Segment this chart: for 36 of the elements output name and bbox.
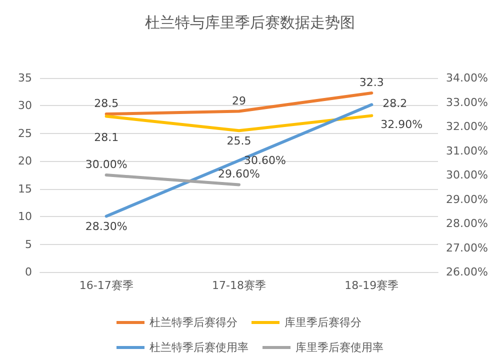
data-label: 28.1 xyxy=(94,131,119,144)
y2-tick-label: 31.00% xyxy=(446,144,488,158)
y-tick-label: 35 xyxy=(18,72,32,84)
data-label: 29.60% xyxy=(218,168,260,181)
x-tick-label: 16-17赛季 xyxy=(79,279,134,292)
x-tick-label: 17-18赛季 xyxy=(212,279,266,292)
legend-label: 库里季后赛得分 xyxy=(284,316,362,329)
data-label: 30.00% xyxy=(85,158,128,171)
legend-label: 杜兰特季后赛使用率 xyxy=(150,341,248,354)
chart-title: 杜兰特与库里季后赛数据走势图 xyxy=(145,14,355,32)
y-tick-label: 10 xyxy=(18,210,32,224)
y2-tick-label: 26.00% xyxy=(446,266,488,278)
data-label: 29 xyxy=(232,94,246,108)
y-tick-label: 20 xyxy=(18,154,32,168)
y2-tick-label: 33.00% xyxy=(446,96,488,109)
data-label: 28.30% xyxy=(85,220,128,234)
y2-tick-label: 34.00% xyxy=(446,72,488,84)
y2-tick-label: 32.00% xyxy=(446,120,488,133)
data-label: 32.90% xyxy=(380,118,423,132)
y-tick-label: 0 xyxy=(25,266,32,278)
y2-tick-label: 30.00% xyxy=(446,168,488,182)
y-tick-label: 25 xyxy=(18,126,32,140)
y-tick-label: 15 xyxy=(18,182,32,196)
y2-tick-label: 27.00% xyxy=(446,241,488,254)
data-label: 28.2 xyxy=(382,97,408,110)
x-tick-label: 18-19赛季 xyxy=(344,279,399,292)
y2-tick-label: 28.00% xyxy=(446,217,488,230)
data-label: 30.60% xyxy=(244,154,286,167)
data-label: 32.3 xyxy=(359,76,384,89)
y-tick-label: 5 xyxy=(25,238,32,251)
data-label: 25.5 xyxy=(226,134,252,148)
y2-tick-label: 29.00% xyxy=(446,192,488,206)
y-tick-label: 30 xyxy=(18,99,32,112)
data-label: 28.5 xyxy=(94,97,119,110)
legend-label: 库里季后赛使用率 xyxy=(296,341,384,354)
legend-label: 杜兰特季后赛得分 xyxy=(150,316,238,329)
